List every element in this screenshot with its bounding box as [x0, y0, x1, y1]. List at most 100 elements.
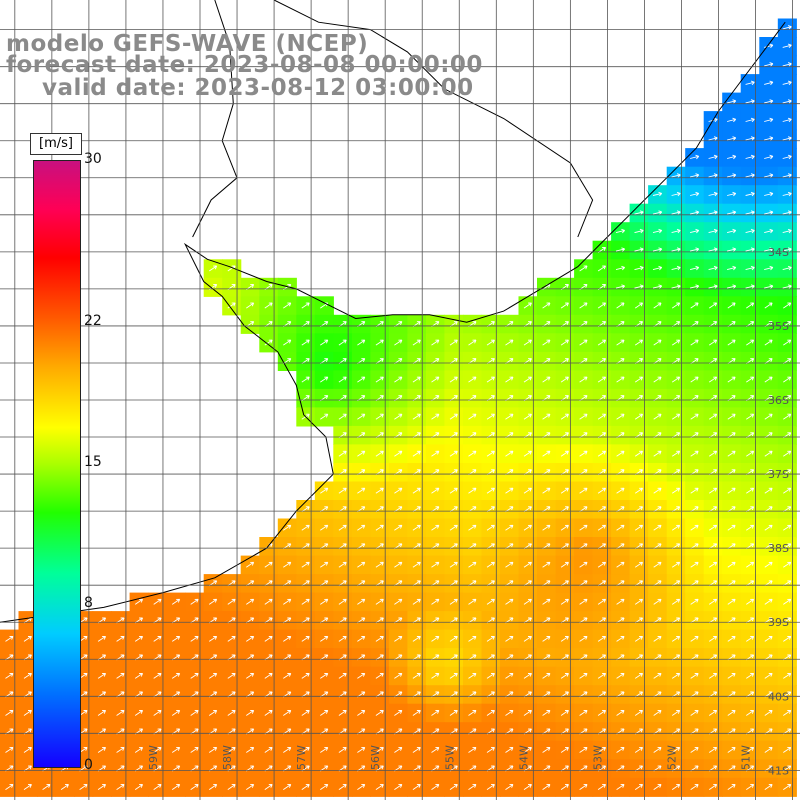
wind-arrow — [449, 339, 458, 346]
wind-arrow — [320, 561, 329, 568]
wind-arrow — [764, 784, 773, 790]
wind-cell — [370, 666, 390, 686]
wind-arrow — [560, 747, 569, 753]
wind-arrow — [542, 598, 551, 605]
wind-arrow — [283, 635, 292, 642]
wind-arrow — [764, 228, 774, 234]
lat-label: 36S — [768, 394, 789, 407]
wind-cell — [351, 666, 371, 686]
wind-arrow — [783, 747, 792, 753]
wind-cell — [592, 555, 612, 575]
wind-arrow — [394, 376, 403, 383]
wind-arrow — [597, 747, 607, 753]
wind-arrow — [783, 413, 792, 420]
wind-arrow — [708, 191, 718, 197]
wind-arrow — [579, 784, 588, 790]
wind-arrow — [727, 598, 736, 605]
wind-arrow — [246, 598, 255, 605]
wind-arrow — [134, 598, 144, 605]
wind-arrow — [431, 784, 440, 790]
wind-arrow — [726, 99, 737, 104]
wind-arrow — [579, 747, 588, 753]
wind-arrow — [616, 302, 625, 309]
wind-arrow — [449, 672, 458, 679]
wind-arrow — [764, 747, 773, 753]
wind-arrow — [523, 487, 532, 494]
wind-arrow — [301, 339, 310, 346]
wind-cell — [259, 666, 279, 686]
wind-cell — [518, 574, 538, 594]
wind-arrow — [301, 672, 310, 679]
wind-arrow — [153, 598, 162, 605]
wind-cell — [777, 666, 797, 686]
wind-cell — [574, 555, 594, 575]
wind-cell — [574, 463, 594, 483]
wind-arrow — [764, 80, 774, 86]
wind-arrow — [764, 302, 773, 309]
wind-arrow — [652, 191, 663, 197]
wind-arrow — [579, 302, 588, 309]
wind-arrow — [689, 173, 700, 178]
wind-arrow — [320, 747, 329, 753]
wind-arrow — [726, 191, 737, 197]
wind-arrow — [560, 487, 569, 494]
wind-arrow — [690, 709, 699, 716]
wind-cell — [481, 574, 501, 594]
wind-arrow — [431, 672, 440, 679]
wind-arrow — [320, 524, 329, 531]
wind-arrow — [708, 228, 718, 234]
wind-arrow — [468, 339, 477, 346]
wind-arrow — [746, 561, 755, 568]
wind-arrow — [338, 747, 347, 753]
wind-arrow — [486, 598, 495, 605]
model-title: modelo GEFS-WAVE (NCEP) — [6, 31, 369, 57]
wind-arrow — [783, 450, 792, 457]
wind-arrow — [579, 339, 588, 346]
wind-arrow — [468, 709, 477, 716]
wind-arrow — [357, 339, 366, 346]
wind-arrow — [579, 487, 588, 494]
wind-cell — [777, 370, 797, 390]
wind-arrow — [394, 747, 403, 753]
wind-arrow — [208, 265, 218, 272]
wind-cell — [370, 555, 390, 575]
wind-arrow — [171, 635, 181, 642]
wind-cell — [592, 259, 612, 279]
wind-arrow — [375, 672, 384, 679]
wind-cell — [759, 666, 779, 686]
wind-arrow — [579, 524, 588, 531]
wind-arrow — [375, 524, 384, 531]
wind-arrow — [560, 635, 569, 642]
wind-arrow — [597, 413, 607, 420]
wind-arrow — [726, 173, 737, 178]
wind-arrow — [468, 487, 477, 494]
wind-arrow — [116, 747, 125, 753]
colorbar-tick-label: 8 — [84, 595, 93, 612]
wind-arrow — [301, 784, 310, 790]
wind-arrow — [653, 302, 662, 309]
wind-arrow — [616, 524, 625, 531]
wind-cell — [463, 574, 483, 594]
wind-cell — [555, 666, 575, 686]
wind-arrow — [394, 709, 403, 716]
wind-arrow — [505, 376, 514, 383]
wind-cell — [277, 351, 297, 371]
wind-arrow — [523, 376, 532, 383]
wind-arrow — [671, 709, 681, 716]
wind-arrow — [708, 154, 718, 160]
wind-arrow — [690, 339, 699, 346]
wind-arrow — [782, 228, 792, 234]
wind-arrow — [357, 784, 366, 790]
wind-arrow — [449, 561, 458, 568]
wind-arrow — [523, 339, 532, 346]
wind-arrow — [431, 376, 440, 383]
wind-arrow — [764, 191, 774, 197]
wind-arrow — [671, 265, 681, 271]
wind-cell — [407, 759, 427, 779]
wind-arrow — [171, 672, 181, 679]
wind-cell — [370, 759, 390, 779]
wind-arrow — [579, 709, 588, 716]
wind-arrow — [505, 784, 514, 790]
wind-arrow — [708, 524, 718, 531]
